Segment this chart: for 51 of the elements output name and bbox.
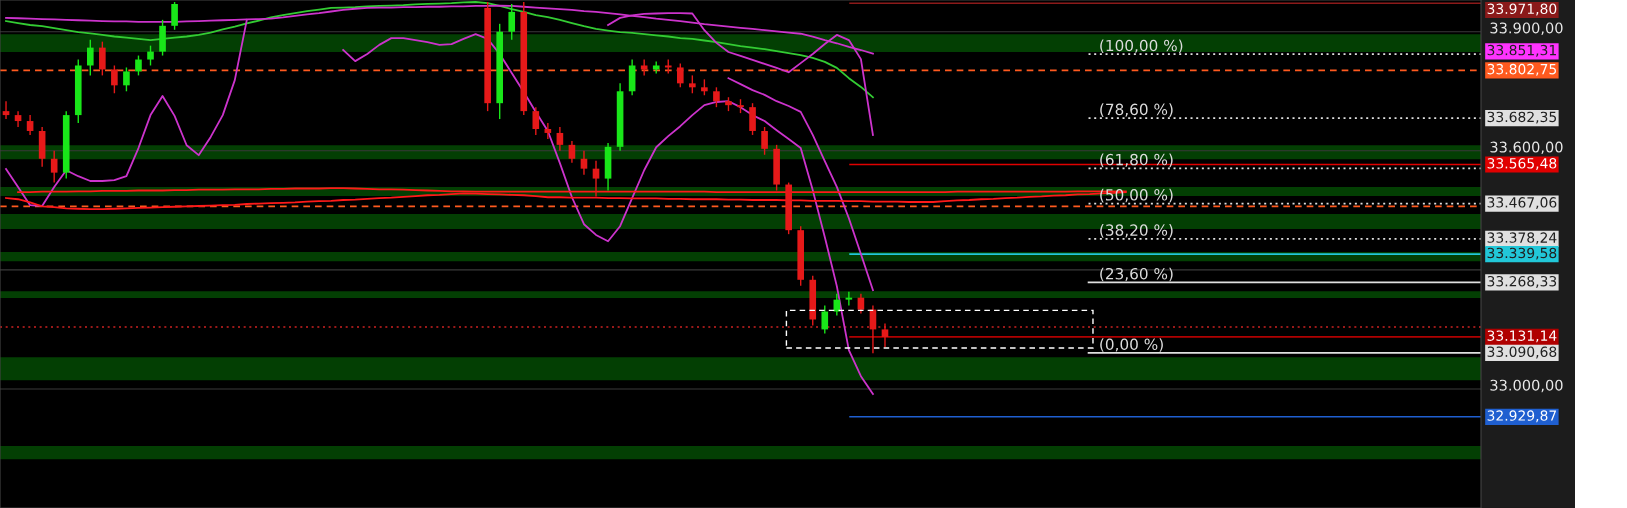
candlestick (749, 102, 756, 136)
candlestick (99, 40, 106, 77)
y-tick-label: 33.000,00 (1490, 379, 1563, 393)
y-tick-label: 33.900,00 (1490, 22, 1563, 35)
candlestick (2, 100, 10, 120)
ref-line-label: 33.339,58 (1487, 247, 1557, 260)
candlestick (544, 122, 552, 140)
candlestick (26, 114, 34, 136)
candlestick (881, 322, 889, 348)
candlestick (580, 150, 588, 176)
candlestick (821, 304, 829, 335)
ref-line-label: 32.929,87 (1487, 410, 1557, 423)
y-tick-label: 33.600,00 (1490, 141, 1563, 155)
ref-line-label: 33.268,33 (1487, 275, 1557, 288)
candlestick (508, 3, 516, 41)
ref-line-label: 33.467,06 (1487, 197, 1557, 210)
ref-line-label: 33.090,68 (1487, 346, 1557, 359)
annotation: (100,00 %) (1100, 39, 1183, 54)
candlestick (857, 292, 865, 315)
ref-line-label: 33.378,24 (1487, 232, 1557, 245)
candlestick (123, 66, 130, 92)
candlestick (845, 291, 853, 307)
candlestick (14, 110, 22, 128)
candlestick (556, 126, 564, 152)
line-series (727, 77, 874, 292)
candlestick (171, 1, 178, 31)
annotation: (78,60 %) (1100, 103, 1173, 117)
annotation: (50,00 %) (1100, 188, 1173, 203)
ref-line-label: 33.565,48 (1487, 158, 1557, 170)
candlestick (135, 54, 142, 77)
text: 33.851,31 (1487, 44, 1556, 57)
ref-line-label: 33.682,35 (1487, 111, 1557, 124)
candlestick (761, 126, 768, 156)
annotation: (23,60 %) (1100, 267, 1173, 282)
candlestick (713, 86, 720, 108)
ref-line-label: 33.802,75 (1487, 63, 1557, 76)
candlestick (86, 38, 94, 77)
ref-line-label: 33.131,14 (1487, 330, 1557, 343)
annotation: (0,00 %) (1100, 338, 1163, 352)
candlestick (833, 292, 841, 317)
line-series (5, 1, 874, 99)
candlestick (568, 140, 576, 164)
candlestick (592, 160, 600, 198)
annotation: (38,20 %) (1100, 224, 1173, 238)
candlestick (50, 150, 58, 184)
ref-line-label: 33.971,80 (1487, 3, 1557, 16)
candlestick (640, 58, 648, 77)
candlestick (676, 62, 684, 89)
candlestick (532, 106, 540, 136)
candlestick (147, 44, 154, 67)
candlestick (111, 64, 118, 94)
